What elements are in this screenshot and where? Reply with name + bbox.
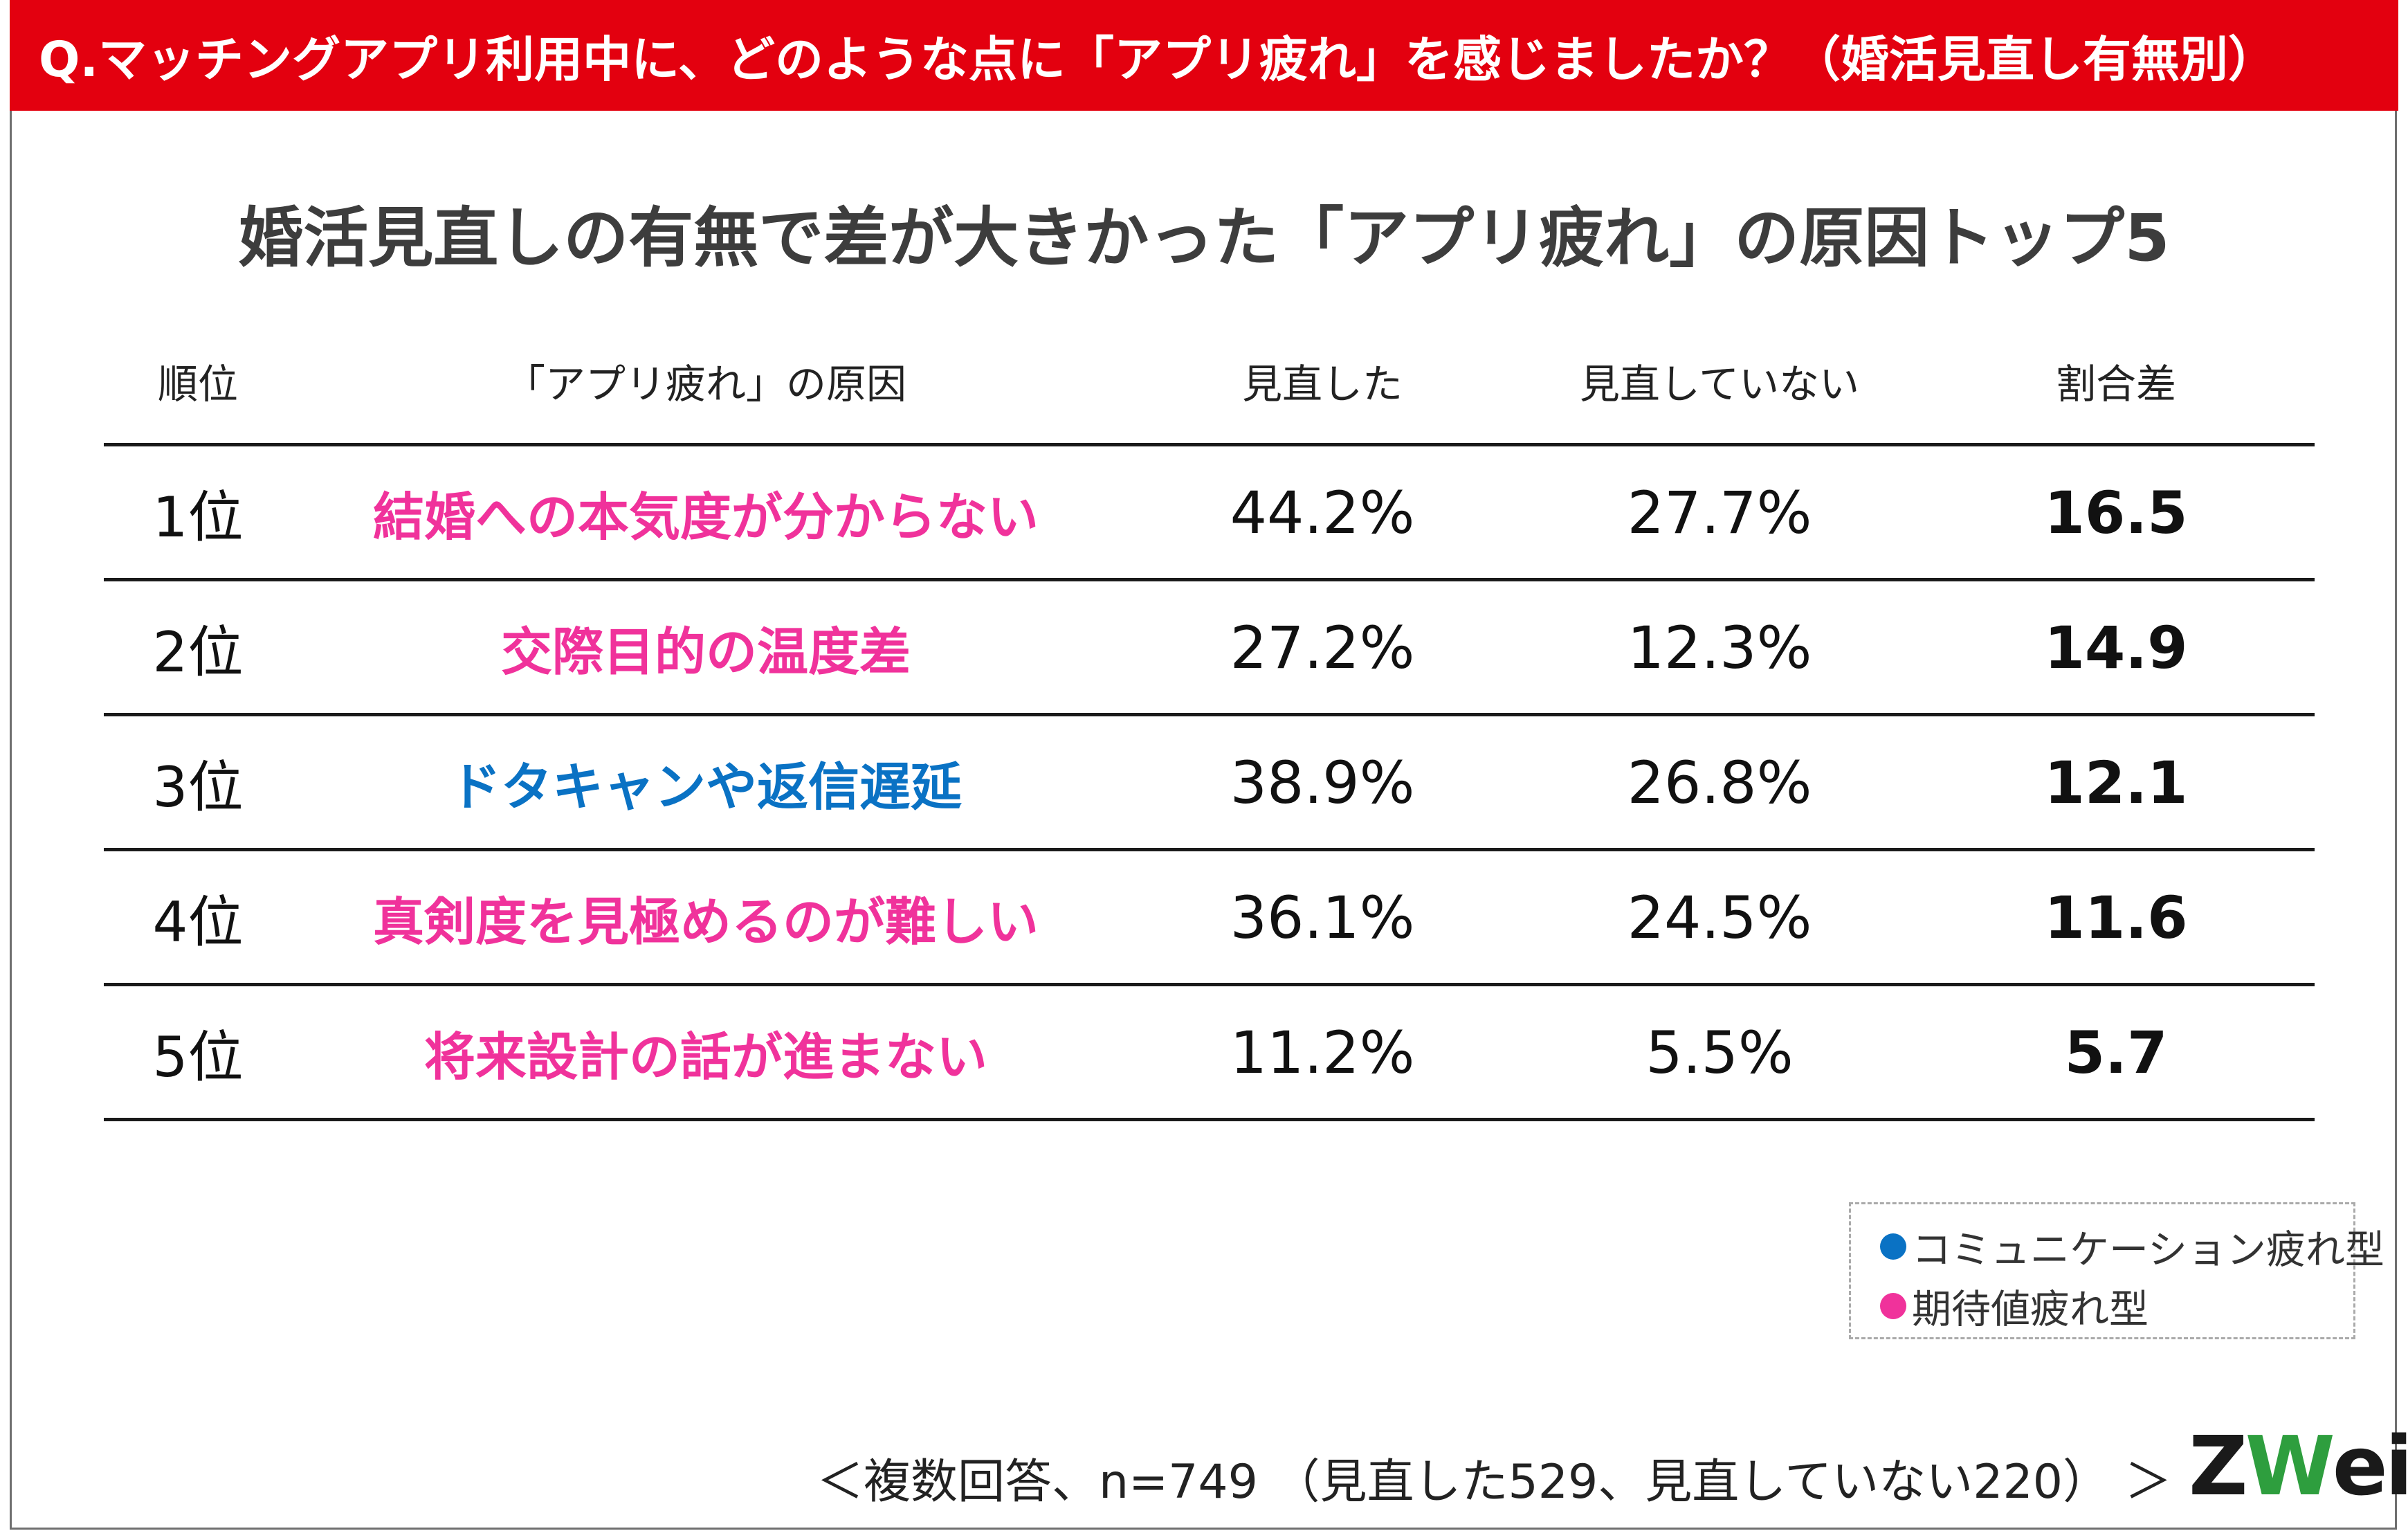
revised-value: 44.2% (1230, 478, 1415, 547)
not-revised-value: 5.5% (1645, 1018, 1794, 1087)
chart-subtitle: 婚活見直しの有無で差が大きかった「アプリ疲れ」の原因トップ5 (238, 201, 2170, 276)
revised-value: 38.9% (1230, 748, 1415, 817)
row-divider (104, 983, 2315, 986)
revised-value: 11.2% (1230, 1018, 1415, 1087)
rank-cell: 4位 (152, 889, 244, 954)
reason-cell: 結婚への本気度が分からない (373, 487, 1039, 547)
reason-cell: ドタキャンや返信遅延 (450, 757, 962, 817)
sample-footnote: ＜複数回答、n=749 （見直した529、見直していない220） ＞ (817, 1455, 2172, 1510)
column-header-not-revised: 見直していない (1579, 361, 1860, 408)
column-header-diff: 割合差 (2055, 361, 2177, 408)
diff-value: 16.5 (2044, 478, 2188, 547)
rank-cell: 2位 (152, 619, 244, 685)
revised-value: 27.2% (1230, 613, 1415, 682)
rank-cell: 1位 (152, 484, 244, 550)
logo-prefix: Z (2189, 1418, 2248, 1514)
blue-dot-icon (1880, 1233, 1906, 1260)
column-header-reason: 「アプリ疲れ」の原因 (504, 361, 907, 408)
row-divider (104, 848, 2315, 851)
reason-cell: 将来設計の話が進まない (424, 1027, 987, 1087)
question-header: Q.マッチングアプリ利用中に、どのような点に「アプリ疲れ」を感じましたか？（婚活… (10, 0, 2398, 111)
rank-cell: 5位 (152, 1024, 244, 1089)
legend-item-communication: コミュニケーション疲れ型 (1880, 1217, 2384, 1276)
question-title: Q.マッチングアプリ利用中に、どのような点に「アプリ疲れ」を感じましたか？（婚活… (39, 30, 2277, 88)
logo-mark: W (2245, 1418, 2335, 1514)
column-header-rank: 順位 (157, 361, 239, 408)
not-revised-value: 27.7% (1627, 478, 1812, 547)
row-divider (104, 443, 2315, 446)
reason-cell: 交際目的の温度差 (501, 622, 911, 682)
revised-value: 36.1% (1230, 883, 1415, 952)
page-frame (10, 0, 2397, 1530)
rank-cell: 3位 (152, 754, 244, 819)
diff-value: 5.7 (2064, 1018, 2168, 1087)
not-revised-value: 26.8% (1627, 748, 1812, 817)
reason-cell: 真剣度を見極めるのが難しい (373, 892, 1039, 952)
row-divider (104, 1118, 2315, 1121)
not-revised-value: 24.5% (1627, 883, 1812, 952)
diff-value: 12.1 (2044, 748, 2188, 817)
legend-label: コミュニケーション疲れ型 (1912, 1227, 2384, 1273)
logo-suffix: ei (2332, 1418, 2408, 1514)
row-divider (104, 713, 2315, 716)
column-header-revised: 見直した (1241, 361, 1403, 408)
pink-dot-icon (1880, 1293, 1906, 1319)
row-divider (104, 578, 2315, 581)
diff-value: 14.9 (2044, 613, 2188, 682)
legend-label: 期待値疲れ型 (1912, 1287, 2149, 1332)
not-revised-value: 12.3% (1627, 613, 1812, 682)
diff-value: 11.6 (2044, 883, 2188, 952)
legend-item-expectation: 期待値疲れ型 (1880, 1276, 2353, 1336)
legend: コミュニケーション疲れ型 期待値疲れ型 (1849, 1202, 2384, 1339)
